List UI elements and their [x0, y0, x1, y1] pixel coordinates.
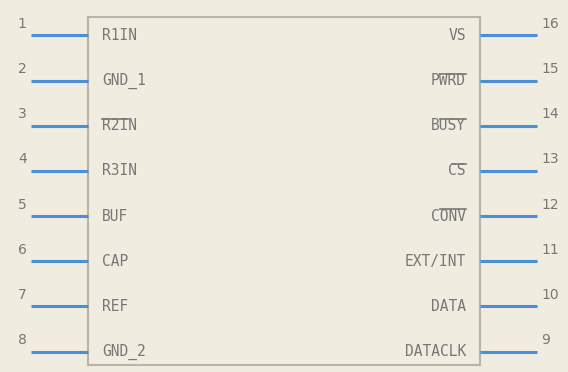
Text: 15: 15	[541, 62, 559, 76]
Text: 1: 1	[18, 17, 27, 31]
Text: DATACLK: DATACLK	[404, 344, 466, 359]
Text: 2: 2	[18, 62, 27, 76]
Text: GND_1: GND_1	[102, 73, 146, 89]
Text: BUSY: BUSY	[431, 118, 466, 133]
Text: DATA: DATA	[431, 299, 466, 314]
Bar	[88, 17, 480, 365]
Text: CS: CS	[448, 163, 466, 178]
Text: 12: 12	[541, 198, 559, 212]
Text: 14: 14	[541, 107, 559, 121]
Text: BUF: BUF	[102, 209, 128, 224]
Text: CONV: CONV	[431, 209, 466, 224]
Text: R3IN: R3IN	[102, 163, 137, 178]
Text: R1IN: R1IN	[102, 28, 137, 43]
Text: VS: VS	[448, 28, 466, 43]
Text: 5: 5	[18, 198, 27, 212]
Text: 7: 7	[18, 288, 27, 302]
Text: REF: REF	[102, 299, 128, 314]
Text: 10: 10	[541, 288, 559, 302]
Text: R2IN: R2IN	[102, 118, 137, 133]
Text: 8: 8	[18, 333, 27, 347]
Text: 11: 11	[541, 243, 559, 257]
Text: 4: 4	[18, 153, 27, 166]
Text: 3: 3	[18, 107, 27, 121]
Text: PWRD: PWRD	[431, 73, 466, 88]
Text: 9: 9	[541, 333, 550, 347]
Text: CAP: CAP	[102, 254, 128, 269]
Text: GND_2: GND_2	[102, 343, 146, 360]
Text: EXT/INT: EXT/INT	[404, 254, 466, 269]
Text: 13: 13	[541, 153, 559, 166]
Text: 16: 16	[541, 17, 559, 31]
Text: 6: 6	[18, 243, 27, 257]
